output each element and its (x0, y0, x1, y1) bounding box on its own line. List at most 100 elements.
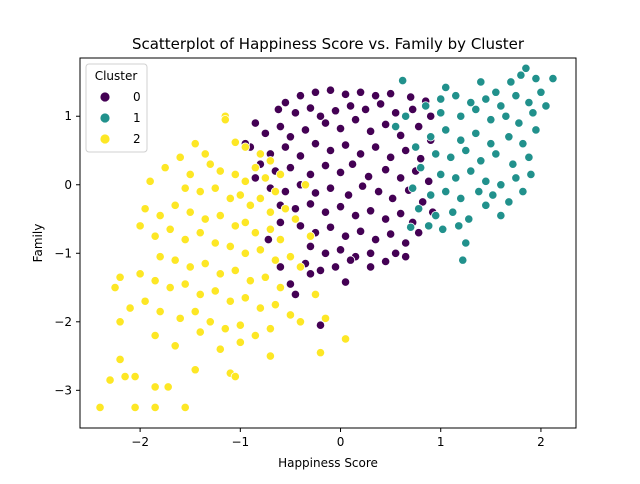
scatter-point-cluster-0 (325, 222, 336, 232)
scatter-point-cluster-1 (476, 156, 486, 166)
legend-label-2: 2 (133, 132, 141, 146)
scatter-point-cluster-2 (165, 282, 175, 293)
scatter-point-cluster-2 (260, 173, 270, 183)
scatter-point-cluster-2 (115, 272, 125, 282)
scatter-point-cluster-1 (496, 101, 506, 111)
scatter-point-cluster-0 (414, 121, 424, 132)
scatter-point-cluster-1 (438, 224, 448, 234)
x-tick-label: −2 (131, 435, 149, 449)
scatter-point-cluster-1 (451, 91, 461, 101)
scatter-point-cluster-0 (365, 126, 376, 136)
scatter-point-cluster-2 (320, 313, 331, 323)
scatter-point-cluster-1 (471, 104, 481, 114)
scatter-point-cluster-1 (414, 204, 424, 214)
x-tick-label: −1 (231, 435, 249, 449)
scatter-point-cluster-2 (165, 224, 175, 234)
scatter-point-cluster-2 (150, 330, 160, 341)
y-tick-label: 0 (64, 178, 72, 192)
scatter-point-cluster-1 (436, 94, 446, 104)
scatter-point-cluster-0 (370, 91, 381, 101)
scatter-point-cluster-1 (466, 97, 476, 108)
scatter-point-cluster-1 (518, 139, 528, 149)
scatter-point-cluster-0 (310, 139, 321, 149)
scatter-point-cluster-0 (320, 248, 331, 258)
scatter-point-cluster-1 (456, 111, 466, 121)
scatter-point-cluster-0 (396, 173, 406, 183)
scatter-point-cluster-2 (265, 351, 275, 361)
scatter-point-cluster-1 (436, 169, 446, 180)
scatter-point-cluster-0 (365, 262, 376, 272)
scatter-point-cluster-1 (486, 115, 496, 125)
scatter-point-cluster-1 (391, 121, 401, 132)
scatter-point-cluster-2 (210, 286, 220, 296)
scatter-point-cluster-0 (355, 226, 366, 236)
scatter-point-cluster-2 (255, 193, 265, 204)
scatter-point-cluster-1 (401, 111, 411, 121)
scatter-point-cluster-2 (205, 159, 215, 169)
scatter-point-cluster-0 (391, 248, 401, 258)
x-tick-label: 0 (337, 435, 345, 449)
scatter-point-cluster-2 (215, 210, 225, 221)
x-axis-label: Happiness Score (278, 456, 378, 470)
scatter-point-cluster-1 (511, 173, 521, 183)
legend-label-1: 1 (133, 111, 141, 125)
scatter-point-cluster-0 (335, 202, 346, 212)
scatter-point-cluster-0 (310, 87, 321, 97)
scatter-point-cluster-0 (381, 214, 391, 224)
scatter-point-cluster-1 (518, 187, 528, 197)
scatter-point-cluster-2 (255, 245, 265, 255)
scatter-point-cluster-1 (421, 101, 431, 111)
scatter-point-cluster-2 (230, 169, 240, 180)
scatter-point-cluster-0 (365, 248, 376, 258)
scatter-point-cluster-2 (290, 214, 301, 224)
scatter-point-cluster-0 (295, 151, 306, 161)
scatter-point-cluster-2 (163, 382, 173, 392)
scatter-point-cluster-2 (135, 221, 145, 231)
scatter-point-cluster-2 (170, 255, 180, 265)
scatter-point-cluster-0 (280, 97, 291, 108)
y-axis-ticks: −3 −2 −1 0 1 (54, 109, 80, 397)
scatter-point-cluster-2 (275, 282, 286, 293)
scatter-point-cluster-2 (180, 279, 190, 289)
scatter-point-cluster-2 (200, 149, 210, 159)
scatter-point-cluster-2 (285, 252, 296, 262)
scatter-point-cluster-2 (190, 365, 200, 375)
legend-marker-2 (99, 133, 111, 145)
scatter-point-cluster-0 (343, 190, 354, 200)
scatter-point-cluster-0 (290, 108, 301, 118)
x-tick-label: 1 (437, 435, 445, 449)
scatter-point-cluster-1 (526, 169, 536, 180)
scatter-point-cluster-0 (310, 188, 321, 198)
scatter-point-cluster-0 (275, 262, 286, 272)
scatter-point-cluster-0 (315, 265, 326, 276)
scatter-point-cluster-0 (305, 199, 316, 209)
legend-marker-1 (99, 112, 111, 124)
scatter-point-cluster-0 (363, 171, 374, 182)
scatter-point-cluster-2 (130, 372, 140, 382)
scatter-point-cluster-2 (280, 204, 291, 214)
scatter-point-cluster-2 (150, 276, 160, 286)
legend-title: Cluster (95, 69, 138, 83)
scatter-point-cluster-0 (386, 229, 396, 239)
scatter-point-cluster-0 (360, 104, 371, 114)
scatter-point-cluster-2 (190, 139, 200, 149)
y-axis-label: Family (31, 224, 45, 263)
scatter-point-cluster-2 (190, 306, 200, 317)
scatter-point-cluster-1 (536, 87, 546, 97)
scatter-point-cluster-2 (235, 320, 245, 330)
plot-area (80, 58, 576, 428)
scatter-point-cluster-2 (155, 210, 165, 221)
scatter-point-cluster-0 (315, 320, 326, 330)
scatter-point-cluster-0 (350, 210, 361, 221)
scatter-point-cluster-1 (496, 210, 506, 221)
scatter-point-cluster-0 (340, 277, 351, 287)
scatter-point-cluster-2 (255, 303, 265, 313)
scatter-point-cluster-2 (205, 317, 215, 327)
scatter-point-cluster-2 (140, 204, 150, 214)
scatter-point-cluster-2 (295, 317, 306, 327)
scatter-point-cluster-2 (230, 221, 240, 231)
scatter-point-cluster-2 (250, 163, 260, 173)
scatter-point-cluster-0 (355, 149, 366, 159)
scatter-point-cluster-1 (431, 210, 441, 221)
scatter-point-cluster-2 (155, 252, 165, 262)
